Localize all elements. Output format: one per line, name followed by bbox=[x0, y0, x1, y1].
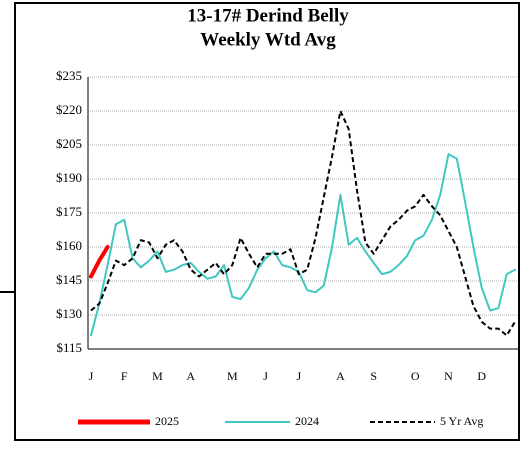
chart-frame bbox=[14, 2, 520, 441]
x-tick-label: S bbox=[370, 369, 377, 383]
y-tick-label: $115 bbox=[56, 340, 82, 355]
x-tick-label: D bbox=[477, 369, 486, 383]
series-line bbox=[90, 153, 516, 337]
y-tick-label: $130 bbox=[56, 306, 82, 321]
legend-label: 2024 bbox=[295, 414, 319, 428]
chart-title: 13-17# Derind Belly bbox=[187, 5, 349, 26]
x-tick-label: M bbox=[227, 369, 238, 383]
x-tick-label: F bbox=[121, 369, 128, 383]
x-tick-label: J bbox=[89, 369, 94, 383]
y-tick-label: $235 bbox=[56, 68, 82, 83]
y-tick-label: $190 bbox=[56, 170, 82, 185]
x-tick-label: N bbox=[444, 369, 453, 383]
x-tick-label: A bbox=[186, 369, 195, 383]
y-tick-label: $205 bbox=[56, 136, 82, 151]
y-tick-label: $220 bbox=[56, 102, 82, 117]
x-tick-label: J bbox=[297, 369, 302, 383]
x-tick-label: J bbox=[263, 369, 268, 383]
x-tick-label: O bbox=[411, 369, 420, 383]
series-line bbox=[90, 110, 516, 337]
series-line bbox=[89, 245, 110, 279]
y-tick-label: $145 bbox=[56, 272, 82, 287]
legend-label: 5 Yr Avg bbox=[440, 414, 483, 428]
chart-subtitle: Weekly Wtd Avg bbox=[200, 29, 336, 50]
x-tick-label: M bbox=[152, 369, 163, 383]
y-tick-label: $160 bbox=[56, 238, 82, 253]
legend-label: 2025 bbox=[155, 414, 179, 428]
y-tick-label: $175 bbox=[56, 204, 82, 219]
x-tick-label: A bbox=[336, 369, 345, 383]
